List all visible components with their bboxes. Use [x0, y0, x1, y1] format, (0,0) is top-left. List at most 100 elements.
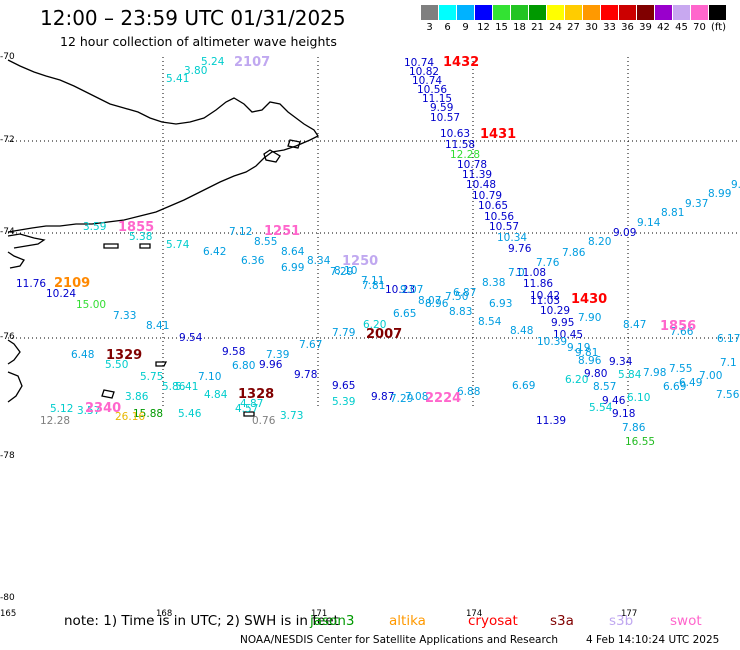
legend-note: note: 1) Time is in UTC; 2) SWH is in fe… [64, 613, 702, 629]
wave-height-value: 9.34 [609, 356, 633, 368]
scale-label: 45 [675, 22, 688, 33]
pass-time-label: 1430 [571, 292, 608, 307]
wave-height-value: 7.90 [578, 312, 602, 324]
scale-swatch [493, 5, 510, 20]
credit-line: NOAA/NESDIS Center for Satellite Applica… [240, 634, 558, 646]
wave-height-value: 8.20 [588, 236, 612, 248]
wave-height-value: 7.86 [622, 422, 646, 434]
pass-time-label: 2340 [85, 401, 122, 416]
wave-height-value: 8.07 [418, 295, 442, 307]
wave-height-value: 10.57 [489, 221, 520, 233]
wave-height-value: 4.84 [204, 389, 228, 401]
wave-height-value: 5.50 [105, 359, 129, 371]
wave-height-value: 5.74 [166, 239, 190, 251]
lat-label: -70 [0, 52, 15, 62]
scale-swatch [709, 5, 726, 20]
mission-jason3: jason3 [310, 613, 355, 629]
scale-label: 42 [657, 22, 670, 33]
wave-height-value: 10.42 [530, 290, 561, 302]
wave-height-value: 5.24 [201, 56, 225, 68]
wave-height-value: 9.96 [259, 359, 283, 371]
scale-label: 39 [639, 22, 652, 33]
wave-height-value: 5.41 [166, 73, 190, 85]
wave-height-value: 4.57 [235, 403, 259, 415]
wave-height-value: 10.79 [472, 190, 503, 202]
wave-height-value: 7.29 [330, 266, 354, 278]
wave-height-value: 8.41 [146, 320, 170, 332]
wave-height-value: 10.65 [478, 200, 509, 212]
wave-height-value: 5.41 [175, 381, 199, 393]
wave-height-value: 6.69 [512, 380, 536, 392]
wave-height-value: 6.65 [393, 308, 417, 320]
wave-height-value: 6.20 [565, 374, 589, 386]
scale-label: 3 [426, 22, 433, 33]
scale-label: 33 [603, 22, 616, 33]
lon-label: 177 [621, 609, 638, 619]
wave-height-value: 8.99 [708, 188, 732, 200]
scale-swatch [565, 5, 582, 20]
wave-height-value: 11.39 [536, 415, 567, 427]
scale-swatch [475, 5, 492, 20]
wave-height-value: 8.57 [593, 381, 617, 393]
wave-height-value: 8.96 [425, 298, 449, 310]
pass-time-label: 1855 [118, 220, 155, 235]
wave-height-value: 6.99 [281, 262, 305, 274]
wave-height-value: 6.88 [457, 386, 481, 398]
pass-time-label: 1251 [264, 224, 301, 239]
mission-swot: swot [670, 613, 702, 629]
wave-height-value: 7.66 [670, 326, 694, 338]
wave-height-value: 7.86 [562, 247, 586, 259]
wave-height-value: 3.80 [184, 65, 208, 77]
note-text: note: 1) Time is in UTC; 2) SWH is in fe… [64, 613, 339, 629]
wave-height-value: 3.86 [125, 391, 149, 403]
wave-height-value: 8.96 [578, 355, 602, 367]
scale-label: 15 [495, 22, 508, 33]
map-subtitle: 12 hour collection of altimeter wave hei… [60, 34, 337, 49]
scale-swatch [439, 5, 456, 20]
lat-label: -80 [0, 593, 15, 603]
wave-height-value: 6.49 [679, 377, 703, 389]
wave-height-value: 9.19 [567, 342, 591, 354]
wave-height-value: 10.57 [430, 112, 461, 124]
wave-height-value: 7.67 [299, 339, 323, 351]
wave-height-value: 11.76 [16, 278, 47, 290]
wave-height-value: 8.83 [449, 306, 473, 318]
scale-label: 36 [621, 22, 634, 33]
wave-height-value: 9.14 [637, 217, 661, 229]
wave-height-value: 5.86 [162, 381, 186, 393]
wave-height-value: 8.64 [281, 246, 305, 258]
wave-height-value: 6.42 [203, 246, 227, 258]
wave-height-value: 15.88 [133, 408, 164, 420]
wave-height-value: 10.82 [409, 66, 440, 78]
scale-swatch [691, 5, 708, 20]
wave-height-value: 8.55 [254, 236, 278, 248]
wave-height-value: 9. [731, 179, 740, 191]
wave-height-value: 7.79 [332, 327, 356, 339]
lon-label: 165 [0, 609, 17, 619]
scale-swatch [673, 5, 690, 20]
lat-label: -78 [0, 451, 15, 461]
wave-height-value: 7.10 [198, 371, 222, 383]
wave-height-value: 7.00 [699, 370, 723, 382]
wave-height-value: 11.58 [445, 139, 476, 151]
wave-height-value: 5.84 [618, 369, 642, 381]
scale-label: 27 [567, 22, 580, 33]
map-title: 12:00 – 23:59 UTC 01/31/2025 [40, 6, 346, 30]
wave-height-value: 9.65 [332, 380, 356, 392]
wave-height-value: 8.38 [482, 277, 506, 289]
wave-height-value: 7.55 [669, 363, 693, 375]
pass-time-label: 1431 [480, 127, 517, 142]
scale-label: 9 [462, 22, 469, 33]
scale-label: 6 [444, 22, 451, 33]
scale-swatch [601, 5, 618, 20]
wave-height-value: 10.56 [417, 84, 448, 96]
wave-height-value: 5.75 [140, 371, 164, 383]
pass-time-label: 2109 [54, 276, 91, 291]
wave-height-value: 3.57 [77, 405, 101, 417]
scale-swatch [619, 5, 636, 20]
wave-height-value: 7.29 [390, 393, 414, 405]
pass-time-label: 1328 [238, 387, 275, 402]
coastline [7, 59, 319, 417]
lon-label: 168 [156, 609, 173, 619]
wave-height-value: 7.0 [508, 267, 525, 279]
